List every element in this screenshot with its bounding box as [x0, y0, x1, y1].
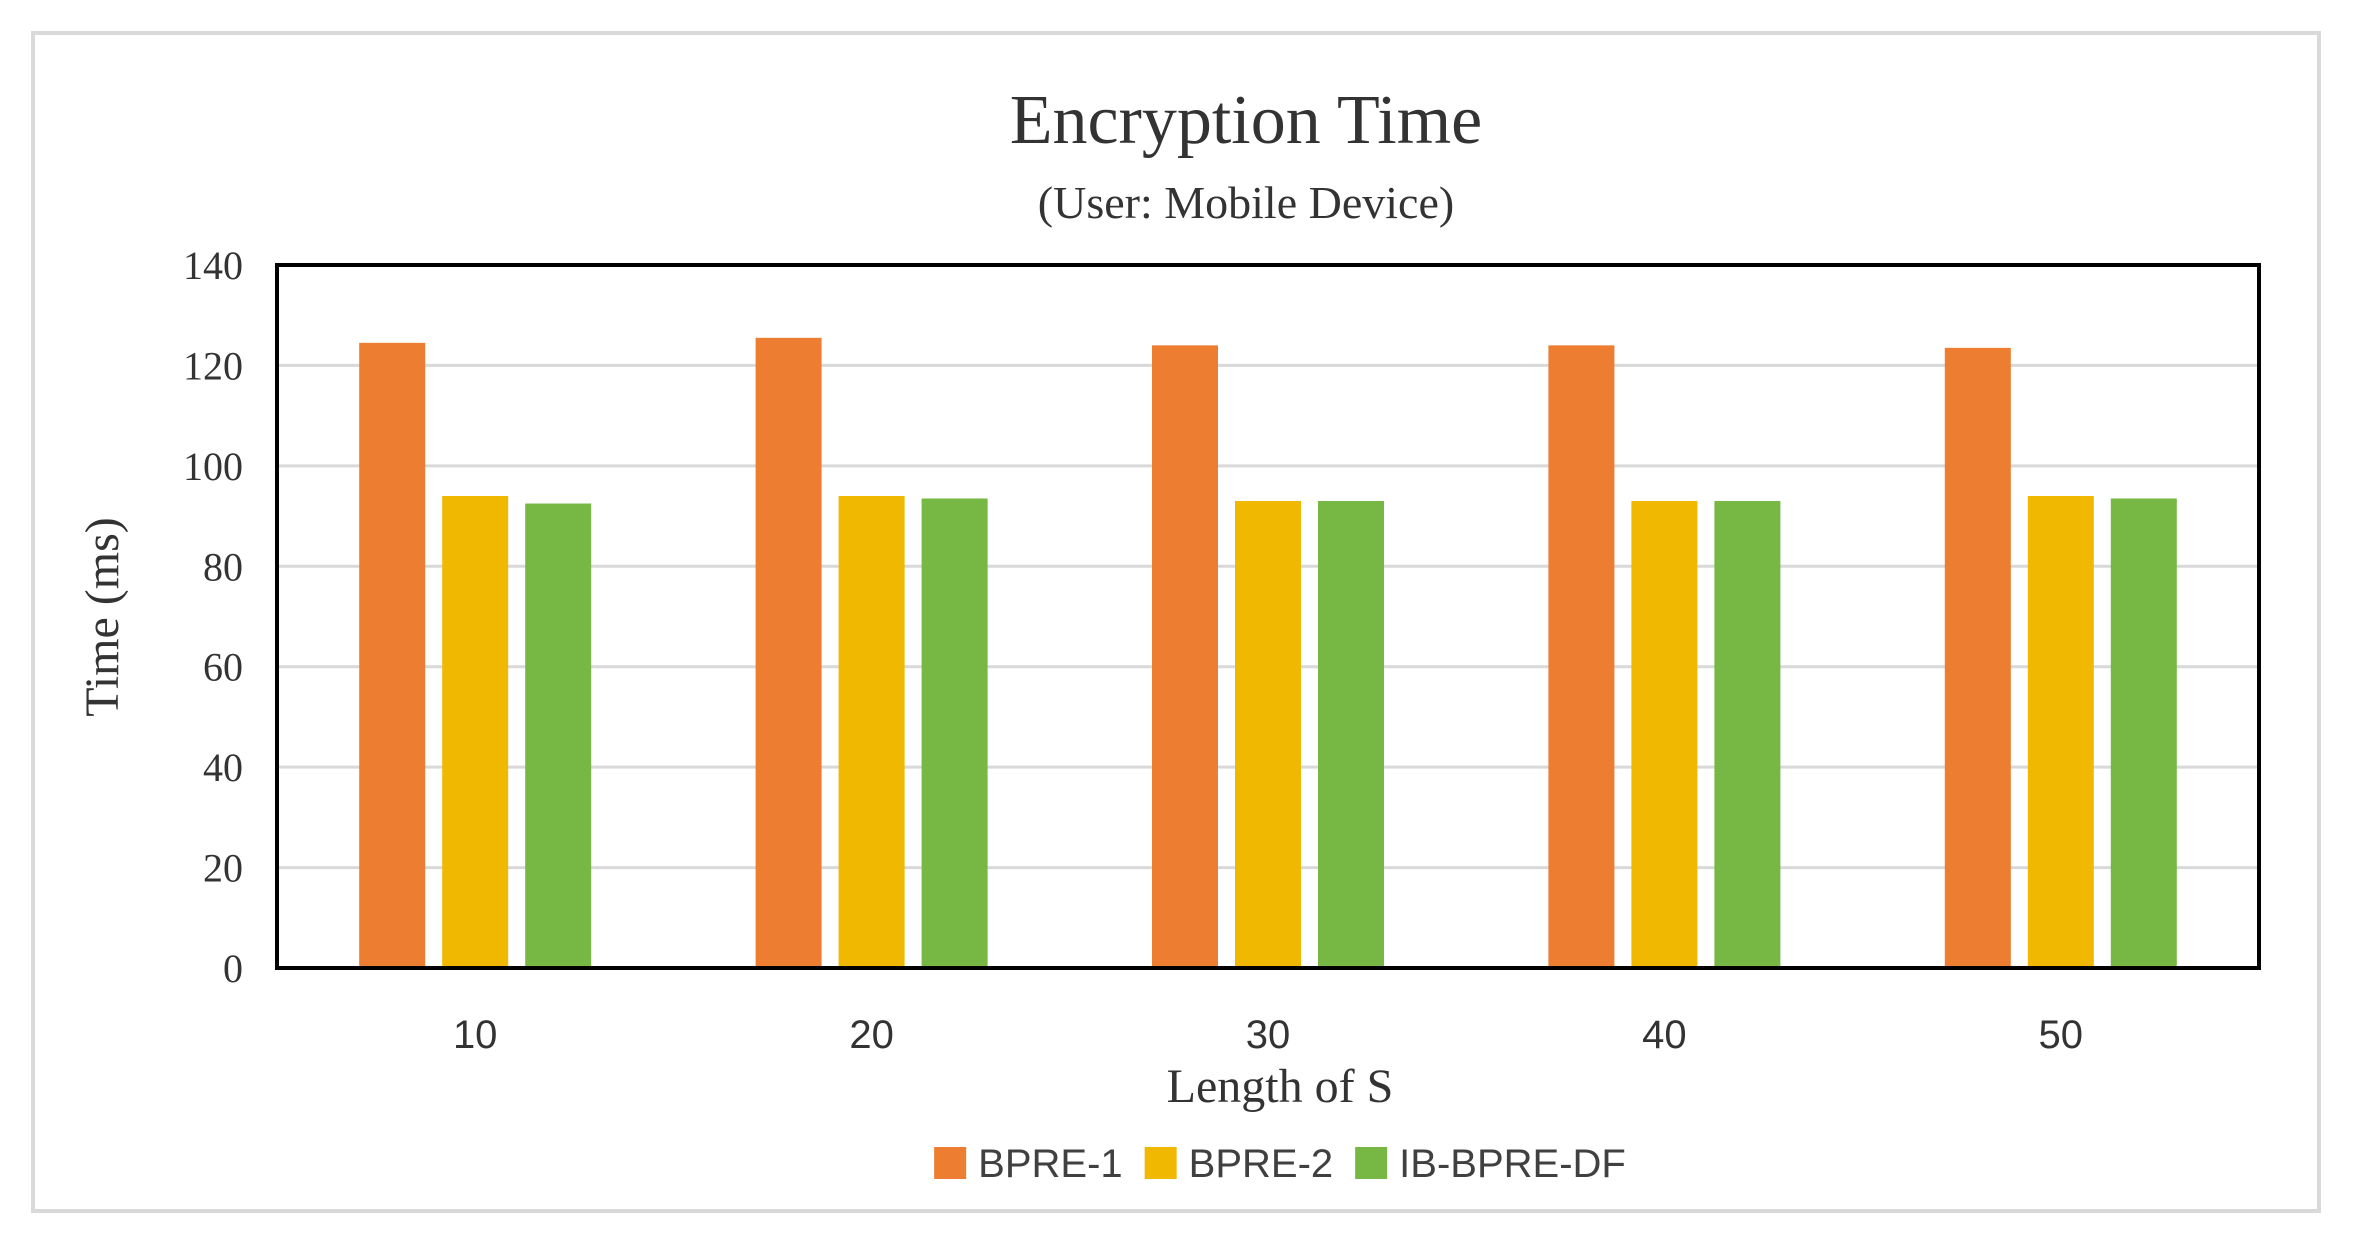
chart-title: Encryption Time	[1010, 82, 1483, 159]
bar-bpre-2-10	[442, 495, 509, 968]
bar-bpre-2-50	[2027, 495, 2094, 968]
bar-bpre-2-40	[1631, 501, 1698, 968]
x-axis-tick-labels: 10 20 30 40 50	[453, 1013, 2083, 1057]
x-tick-label: 20	[849, 1013, 894, 1057]
bar-bpre-1-10	[359, 342, 426, 968]
bar-bpre-1-30	[1152, 345, 1218, 968]
x-tick-label: 40	[1642, 1013, 1687, 1057]
y-axis-label: Time (ms)	[76, 517, 129, 717]
bar-ib-bpre-df-40	[1714, 501, 1781, 968]
bar-ib-bpre-df-50	[2110, 498, 2177, 968]
x-tick-label: 50	[2039, 1013, 2084, 1057]
legend-label: BPRE-2	[1189, 1142, 1334, 1186]
bar-bpre-1-40	[1548, 345, 1615, 968]
bars	[359, 337, 2177, 969]
y-tick-label: 120	[183, 343, 243, 388]
legend: BPRE-1 BPRE-2 IB-BPRE-DF	[934, 1142, 1626, 1186]
y-tick-label: 20	[203, 846, 243, 891]
bar-ib-bpre-df-20	[921, 498, 988, 968]
y-tick-label: 40	[203, 745, 243, 790]
plot-area-border	[275, 263, 2261, 970]
y-tick-label: 80	[203, 544, 243, 589]
bar-ib-bpre-df-10	[525, 503, 592, 968]
y-tick-label: 0	[223, 946, 243, 991]
bar-bpre-2-20	[838, 495, 905, 968]
legend-swatch	[1355, 1147, 1388, 1179]
gridlines	[277, 363, 2259, 870]
bar-ib-bpre-df-30	[1318, 501, 1384, 968]
chart-subtitle: (User: Mobile Device)	[1038, 177, 1454, 228]
y-tick-label: 140	[183, 243, 243, 288]
bar-bpre-2-30	[1235, 501, 1301, 968]
legend-swatch	[1144, 1147, 1177, 1179]
y-tick-label: 100	[183, 444, 243, 489]
y-tick-label: 60	[203, 645, 243, 690]
legend-label: BPRE-1	[978, 1142, 1123, 1186]
bar-bpre-1-50	[1944, 347, 2011, 968]
legend-swatch	[934, 1147, 967, 1179]
y-axis-tick-labels: 0 20 40 60 80 100 120 140	[183, 243, 243, 991]
x-tick-label: 10	[453, 1013, 498, 1057]
x-tick-label: 30	[1246, 1013, 1291, 1057]
x-axis-label: Length of S	[1167, 1060, 1394, 1113]
legend-label: IB-BPRE-DF	[1399, 1142, 1626, 1186]
bar-bpre-1-20	[755, 337, 822, 969]
